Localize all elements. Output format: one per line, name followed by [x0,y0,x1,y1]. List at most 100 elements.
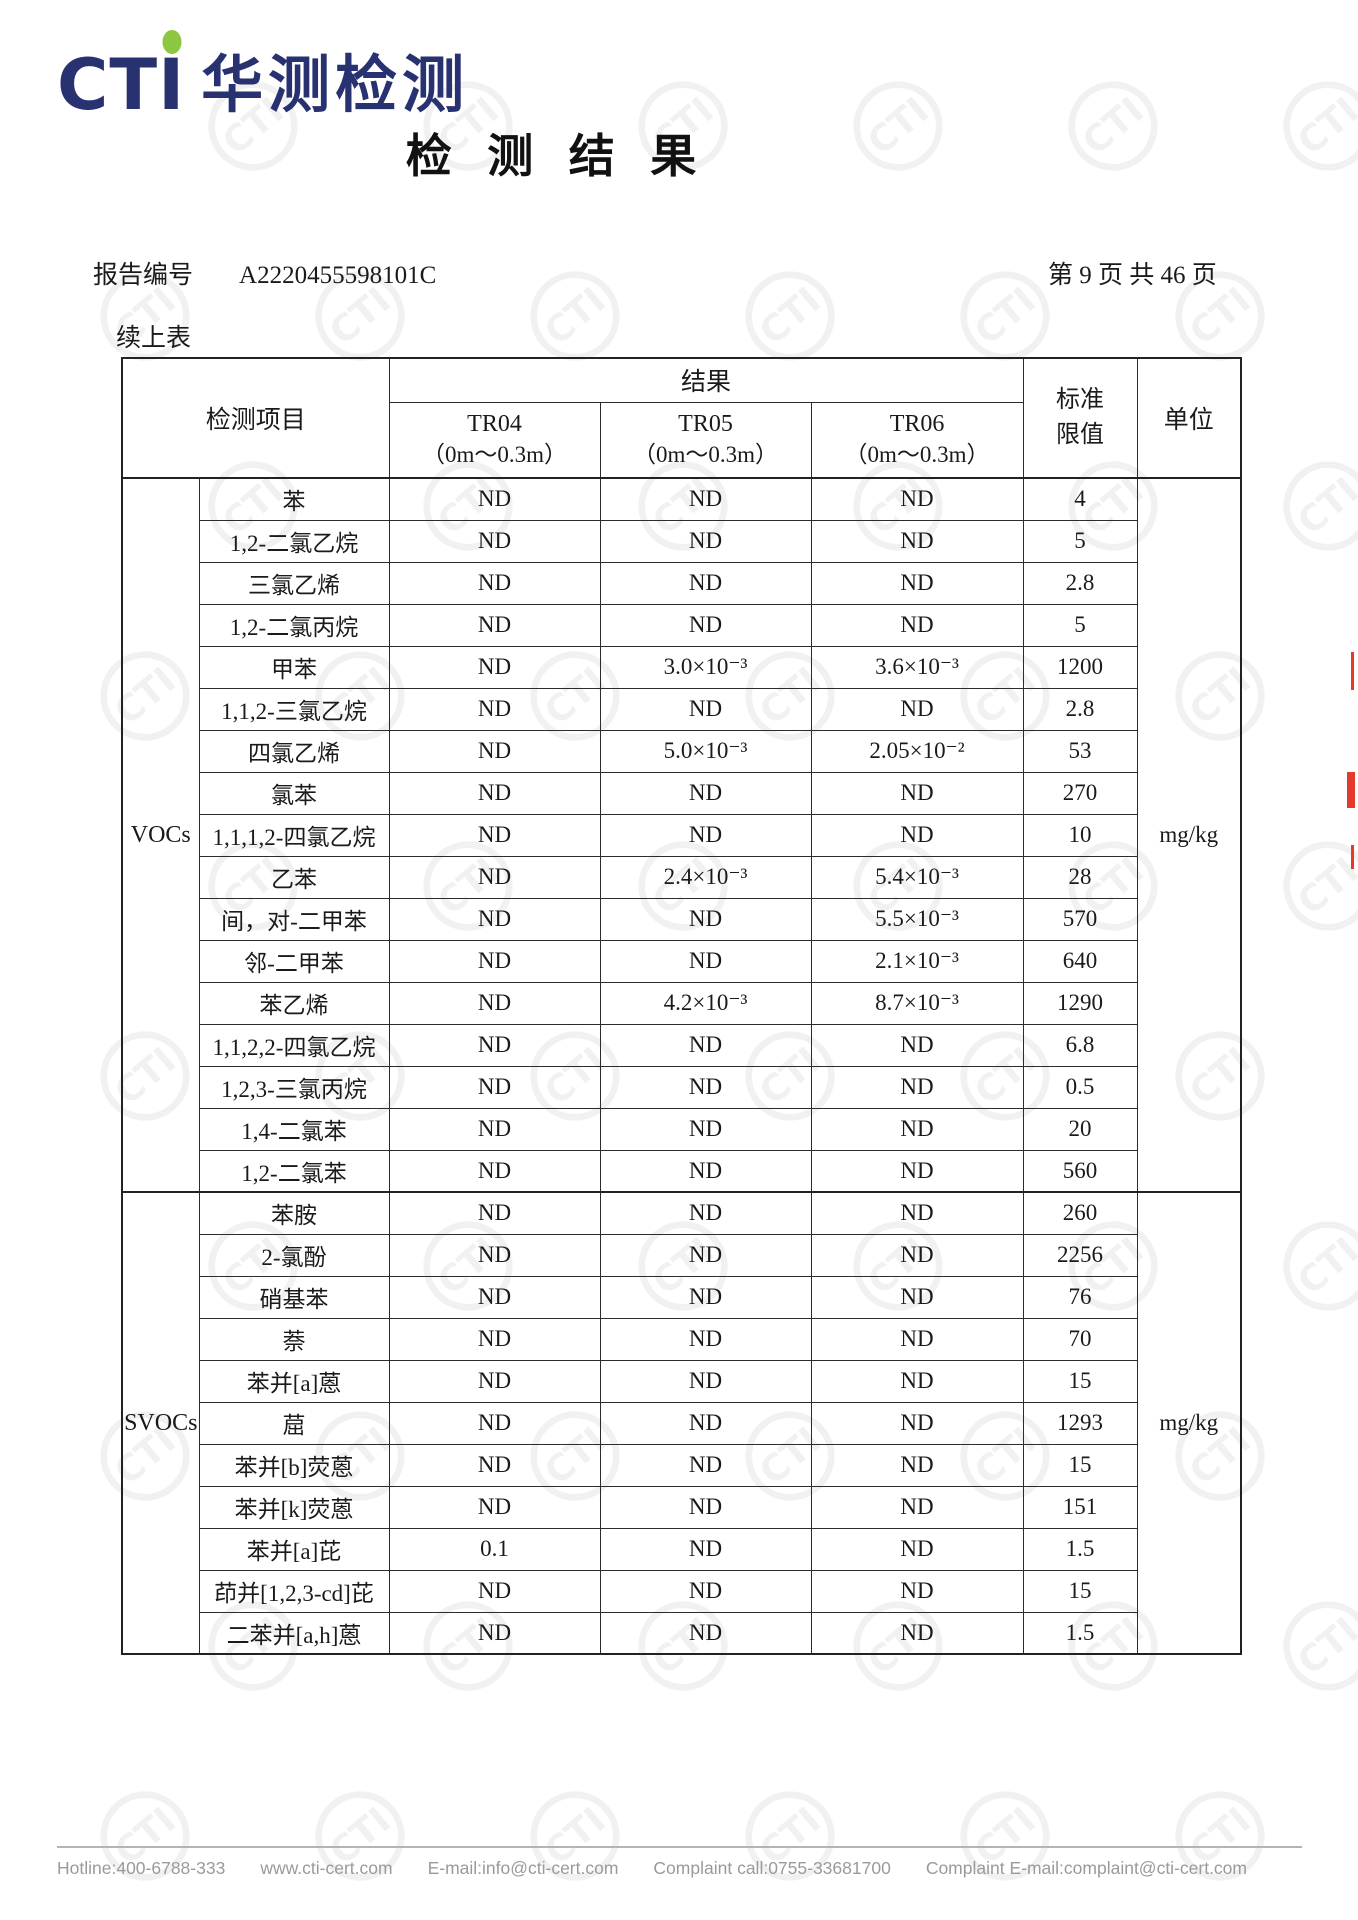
table-row: 1,1,2-三氯乙烷 ND ND ND 2.8 [122,687,1241,731]
result-cell-tr06: 2.05×10⁻² [810,729,1024,773]
result-cell-tr05: ND [599,1275,812,1319]
report-number-label: 报告编号 [93,262,194,289]
result-cell-tr04: ND [388,729,601,773]
svg-text:CTI: CTI [1289,849,1358,924]
result-cell-tr04: 0.1 [388,1527,601,1571]
red-margin-mark [1347,772,1355,808]
header-unit: 单位 [1136,357,1242,479]
header-standard-limit-line2: 限值 [1056,422,1105,448]
result-cell-tr06: ND [810,1359,1024,1403]
result-cell-tr06: 5.4×10⁻³ [810,855,1024,899]
analyte-name-cell: 硝基苯 [198,1275,390,1319]
table-row: 萘 ND ND ND 70 [122,1317,1241,1361]
result-cell-tr05: ND [599,1107,812,1151]
table-row: 三氯乙烯 ND ND ND 2.8 [122,561,1241,605]
standard-limit-cell: 151 [1022,1485,1138,1529]
header-row-1: 检测项目 结果 标准 限值 单位 [121,357,1242,479]
unit-value-cell: mg/kg [1136,477,1242,1193]
page-indicator: 第 9 页 共 46 页 [1048,262,1217,289]
table-row: 1,1,1,2-四氯乙烷 ND ND ND 10 [122,813,1241,857]
table-row: 间，对-二甲苯 ND ND 5.5×10⁻³ 570 [122,897,1241,941]
cti-logo-chinese: 华测检测 [201,48,470,121]
standard-limit-cell: 270 [1022,771,1138,815]
cti-logo-text: CTI [57,26,185,120]
analyte-name-cell: 苯并[a]蒽 [198,1359,390,1403]
footer-divider [57,1846,1302,1848]
analyte-name-cell: 苯并[a]芘 [198,1527,390,1571]
sample-id: TR05 [678,411,733,438]
result-cell-tr05: ND [599,1443,812,1487]
report-number-line: 报告编号 A2220455598101C [93,255,436,291]
result-cell-tr06: ND [810,519,1024,563]
svg-text:CTI: CTI [751,279,829,354]
table-row: 硝基苯 ND ND ND 76 [122,1275,1241,1319]
result-cell-tr04: ND [388,1023,601,1067]
result-cell-tr05: 4.2×10⁻³ [599,981,812,1025]
result-cell-tr06: 8.7×10⁻³ [810,981,1024,1025]
result-cell-tr06: ND [810,1191,1024,1235]
header-test-item: 检测项目 [121,357,390,479]
standard-limit-cell: 10 [1022,813,1138,857]
result-cell-tr04: ND [388,1611,601,1655]
analyte-name-cell: 1,1,1,2-四氯乙烷 [198,813,390,857]
analyte-name-cell: 苯 [198,477,390,521]
result-cell-tr05: ND [599,1149,812,1193]
result-cell-tr05: ND [599,1401,812,1445]
result-cell-tr05: ND [599,687,812,731]
table-row: 甲苯 ND 3.0×10⁻³ 3.6×10⁻³ 1200 [122,645,1241,689]
cti-logo: CTI 华测检测 [57,26,469,120]
cti-watermark: CTI [527,268,623,364]
result-cell-tr04: ND [388,939,601,983]
standard-limit-cell: 70 [1022,1317,1138,1361]
standard-limit-cell: 20 [1022,1107,1138,1151]
table-row: VOCs 苯 ND ND ND 4 mg/kg [121,477,1242,1193]
cti-watermark: CTI [1280,458,1358,554]
header-result: 结果 [388,357,1024,403]
result-cell-tr06: 5.5×10⁻³ [810,897,1024,941]
result-cell-tr04: ND [388,1233,601,1277]
standard-limit-cell: 570 [1022,897,1138,941]
table-row: 四氯乙烯 ND 5.0×10⁻³ 2.05×10⁻² 53 [122,729,1241,773]
footer-link: Hotline:400-6788-333 [57,1858,226,1878]
table-row: 2-氯酚 ND ND ND 2256 [122,1233,1241,1277]
footer-link: E-mail:info@cti-cert.com [427,1858,619,1878]
result-cell-tr05: ND [599,771,812,815]
results-table: 检测项目 结果 标准 限值 单位 TR04 （0m～0.3m） TR05 （0m… [121,357,1243,1655]
result-cell-tr04: ND [388,1443,601,1487]
analyte-name-cell: 1,2,3-三氯丙烷 [198,1065,390,1109]
table-row: 苯并[b]荧蒽 ND ND ND 15 [122,1443,1241,1487]
result-cell-tr06: ND [810,477,1024,521]
footer-link: www.cti-cert.com [260,1858,393,1878]
page-title: 检 测 结 果 [405,131,709,182]
standard-limit-cell: 1290 [1022,981,1138,1025]
result-cell-tr04: ND [388,1401,601,1445]
result-cell-tr05: ND [599,1485,812,1529]
result-cell-tr06: ND [810,1443,1024,1487]
analyte-name-cell: 1,2-二氯丙烷 [198,603,390,647]
analyte-name-cell: 苯乙烯 [198,981,390,1025]
result-cell-tr04: ND [388,981,601,1025]
analyte-name-cell: 苯并[b]荧蒽 [198,1443,390,1487]
standard-limit-cell: 76 [1022,1275,1138,1319]
standard-limit-cell: 4 [1022,477,1138,521]
table-row: 1,4-二氯苯 ND ND ND 20 [122,1107,1241,1151]
svg-text:CTI: CTI [1289,89,1358,164]
footer-link: Complaint E-mail:complaint@cti-cert.com [925,1858,1247,1878]
result-cell-tr04: ND [388,1065,601,1109]
analyte-name-cell: 1,2-二氯苯 [198,1149,390,1193]
table-row: 苯并[a]芘 0.1 ND ND 1.5 [122,1527,1241,1571]
result-cell-tr05: ND [599,897,812,941]
analyte-name-cell: 邻-二甲苯 [198,939,390,983]
result-cell-tr04: ND [388,561,601,605]
analyte-name-cell: 氯苯 [198,771,390,815]
result-cell-tr06: ND [810,603,1024,647]
result-cell-tr05: ND [599,561,812,605]
result-cell-tr06: ND [810,771,1024,815]
sample-depth: （0m～0.3m） [844,442,990,468]
sample-id: TR06 [889,411,945,438]
result-cell-tr04: ND [388,519,601,563]
analyte-name-cell: 间，对-二甲苯 [198,897,390,941]
standard-limit-cell: 560 [1022,1149,1138,1193]
result-cell-tr06: ND [810,1149,1024,1193]
